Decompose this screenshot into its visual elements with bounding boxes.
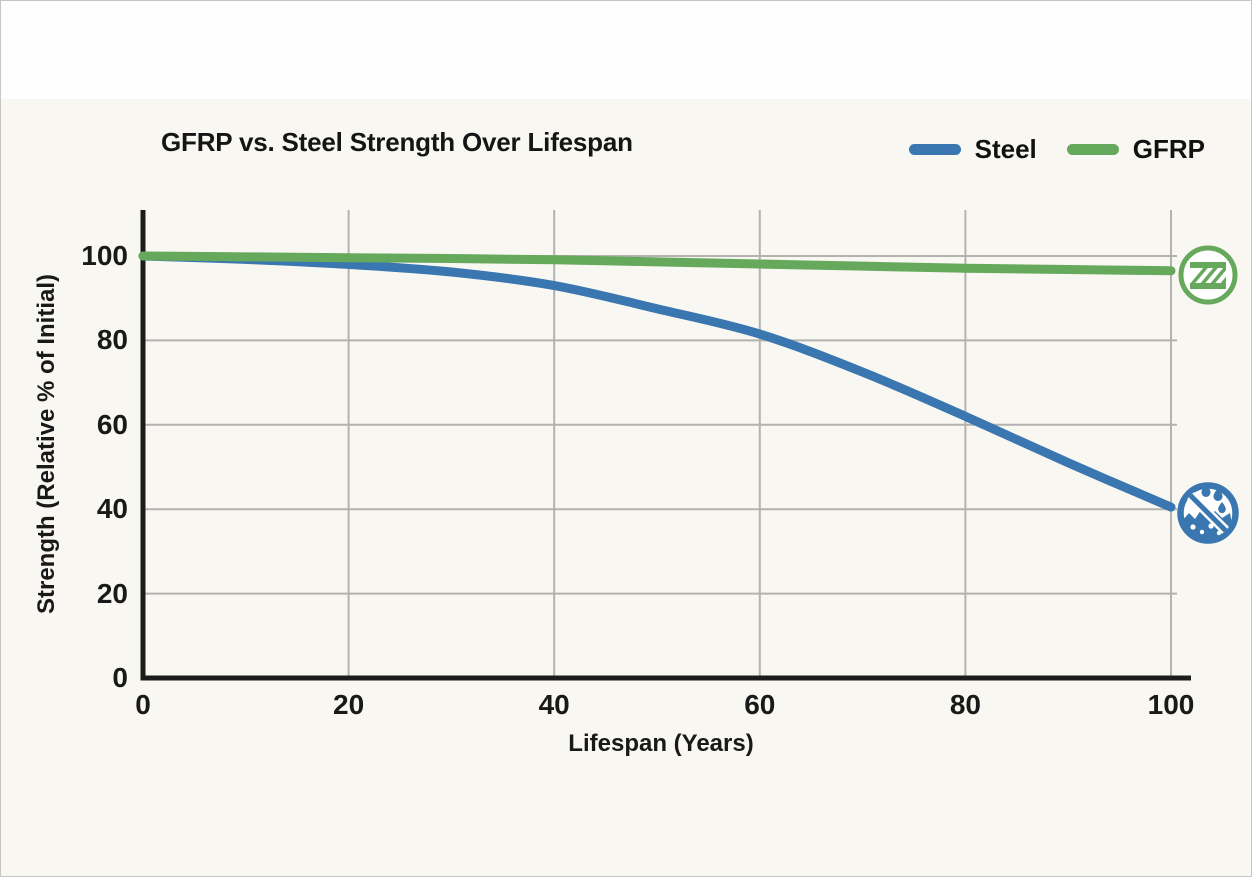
axes [140,210,1191,681]
legend-label-gfrp: GFRP [1132,134,1205,164]
y-tick-label: 60 [96,408,128,440]
legend-item-gfrp: GFRP [1066,134,1205,165]
x-axis-title: Lifespan (Years) [568,730,754,757]
data-series-lines [138,251,1176,512]
x-tick-label: 60 [744,689,776,720]
gfrp-hatched-bar-icon [1178,245,1238,305]
legend-label-steel: Steel [974,134,1037,164]
y-tick-label: 40 [96,493,128,525]
series-line-gfrp [138,251,1176,276]
gfrp-line-swatch [1066,144,1119,155]
y-tick-label: 80 [96,324,128,356]
y-tick-label: 100 [81,240,128,271]
legend-item-steel: Steel [908,134,1037,165]
steel-line-swatch [908,144,961,155]
legend: Steel GFRP [908,134,1205,165]
x-tick-label: 20 [333,689,365,720]
top-band [1,1,1251,99]
y-tick-label: 20 [96,577,128,609]
series-line-steel [138,251,1176,512]
y-tick-label: 0 [112,662,128,693]
x-tick-label: 0 [135,689,151,720]
x-tick-label: 100 [1147,689,1195,720]
gridlines [143,210,1177,678]
x-tick-label: 80 [949,689,981,720]
x-tick-label: 40 [538,689,570,720]
steel-corrosion-prohibited-icon [1177,482,1239,544]
chart-title: GFRP vs. Steel Strength Over Lifespan [161,127,633,157]
